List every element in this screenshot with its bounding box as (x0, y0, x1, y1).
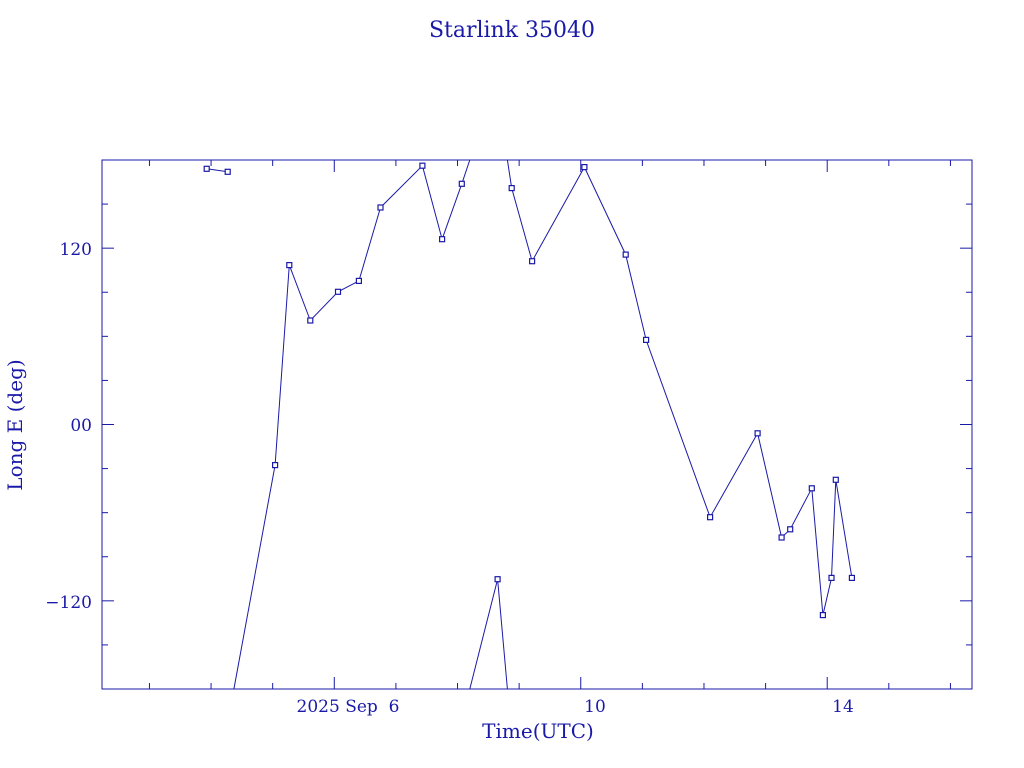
series-line (206, 168, 228, 173)
data-point (528, 258, 536, 265)
data-point (439, 236, 446, 243)
data-series (203, 159, 856, 690)
chart-title: Starlink 35040 (429, 18, 595, 43)
data-point (355, 277, 362, 284)
data-point (307, 317, 314, 324)
data-point (377, 204, 384, 211)
series-line (469, 579, 508, 690)
data-point (787, 526, 794, 533)
series-line (233, 159, 471, 690)
x-tick-label: 14 (832, 697, 854, 717)
y-tick-label: 00 (70, 416, 92, 436)
axis-ticks (102, 160, 972, 689)
data-point (832, 476, 839, 483)
data-point (622, 251, 629, 258)
data-point (778, 534, 785, 541)
data-point (508, 185, 515, 192)
y-tick-label: 120 (60, 240, 92, 260)
x-axis-label: Time(UTC) (482, 719, 594, 743)
data-point (581, 164, 588, 171)
plot-frame (101, 159, 973, 690)
data-point (286, 262, 293, 269)
data-point (848, 574, 856, 582)
data-point (458, 180, 465, 187)
data-point (642, 336, 650, 343)
data-point (494, 576, 501, 583)
data-point (334, 288, 342, 295)
data-point (828, 574, 835, 582)
data-point (819, 611, 827, 619)
data-point (203, 165, 210, 172)
series-line (506, 159, 853, 616)
x-tick-label: 10 (584, 697, 606, 717)
data-point (272, 462, 279, 469)
data-point (224, 168, 231, 175)
y-axis-label: Long E (deg) (3, 359, 27, 490)
data-point (419, 162, 426, 169)
data-point (754, 430, 761, 437)
x-tick-label: 2025 Sep 6 (297, 697, 400, 717)
data-point (706, 514, 714, 521)
data-point (808, 485, 815, 492)
y-tick-label: −120 (45, 593, 92, 613)
